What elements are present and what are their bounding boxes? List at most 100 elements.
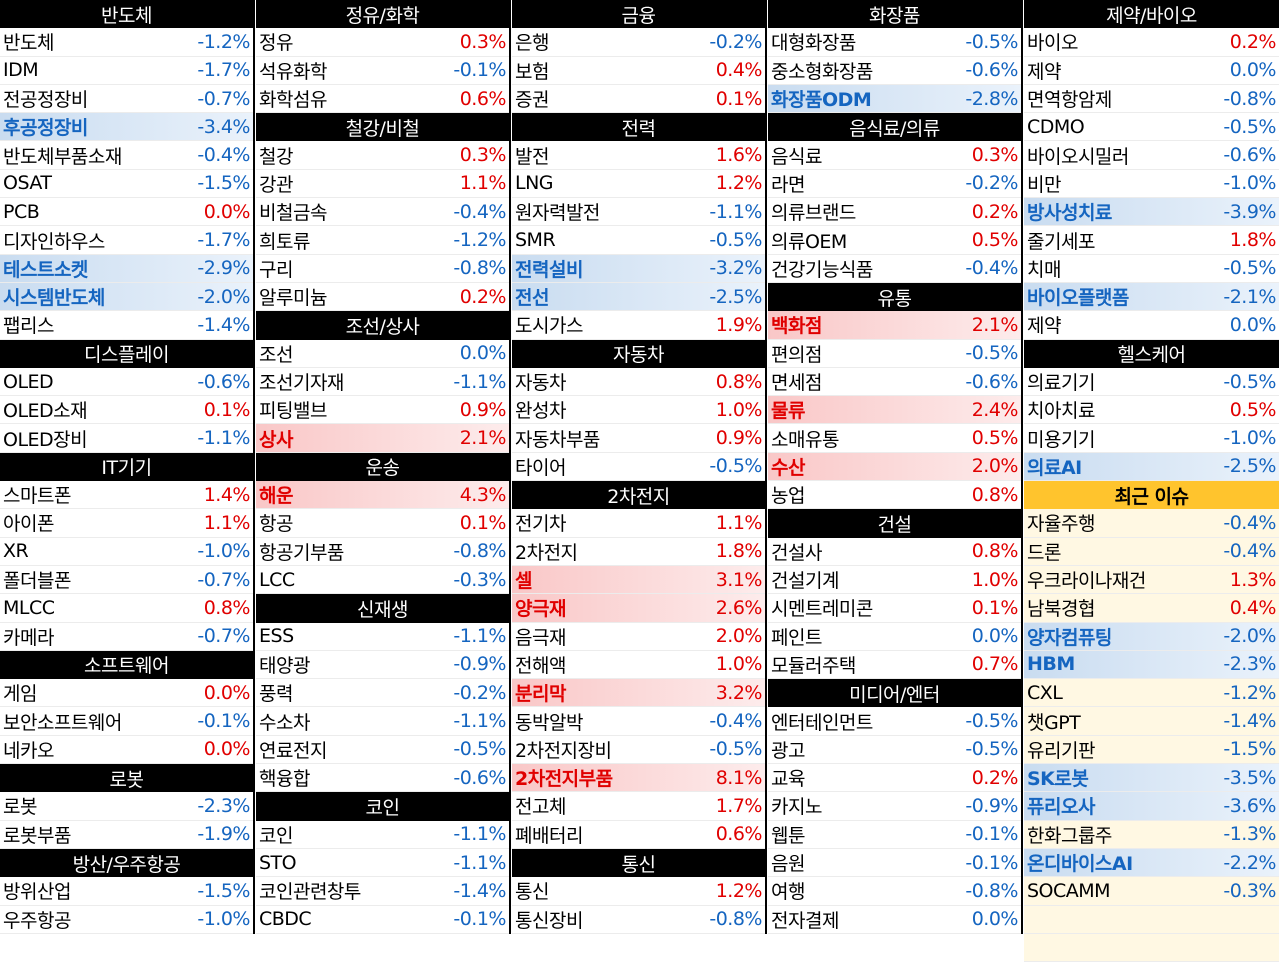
sector-row[interactable]: CBDC -0.1% (256, 906, 509, 934)
sector-row[interactable]: 철강 0.3% (256, 141, 509, 170)
sector-row[interactable]: 스마트폰 1.4% (0, 481, 253, 510)
sector-row[interactable]: 남북경협 0.4% (1024, 594, 1279, 623)
sector-row[interactable]: 방위산업 -1.5% (0, 877, 253, 906)
sector-row[interactable]: 원자력발전 -1.1% (512, 198, 765, 227)
sector-row[interactable]: 면역항암제 -0.8% (1024, 85, 1279, 114)
sector-row[interactable]: IDM -1.7% (0, 57, 253, 85)
sector-row[interactable]: 수산 2.0% (768, 452, 1021, 482)
sector-row[interactable]: 유리기판 -1.5% (1024, 735, 1279, 765)
sector-row[interactable]: 코인관련창투 -1.4% (256, 877, 509, 906)
sector-row[interactable]: 항공 0.1% (256, 509, 509, 538)
sector-row[interactable]: 폐배터리 0.6% (512, 821, 765, 849)
sector-row[interactable]: 석유화학 -0.1% (256, 57, 509, 85)
sector-row[interactable]: CDMO -0.5% (1024, 113, 1279, 142)
sector-row[interactable]: 백화점 2.1% (768, 311, 1021, 340)
sector-row[interactable]: 중소형화장품 -0.6% (768, 57, 1021, 85)
sector-row[interactable]: 분리막 3.2% (512, 679, 765, 708)
sector-row[interactable]: 핵융합 -0.6% (256, 764, 509, 793)
sector-row[interactable]: MLCC 0.8% (0, 594, 253, 623)
sector-row[interactable]: 한화그룹주 -1.3% (1024, 820, 1279, 849)
sector-row[interactable]: OLED -0.6% (0, 368, 253, 397)
sector-row[interactable]: 자동차 0.8% (512, 368, 765, 397)
sector-row[interactable]: 전해액 1.0% (512, 651, 765, 680)
sector-row[interactable]: 미용기기 -1.0% (1024, 424, 1279, 453)
sector-row[interactable]: 건설기계 1.0% (768, 566, 1021, 595)
sector-row[interactable]: PCB 0.0% (0, 198, 253, 227)
sector-row[interactable]: 모듈러주택 0.7% (768, 651, 1021, 680)
sector-row[interactable]: 로봇 -2.3% (0, 792, 253, 821)
sector-row[interactable]: 연료전지 -0.5% (256, 736, 509, 765)
sector-row[interactable]: 비만 -1.0% (1024, 170, 1279, 199)
sector-row[interactable]: 조선기자재 -1.1% (256, 368, 509, 397)
sector-row[interactable]: 건설사 0.8% (768, 538, 1021, 566)
sector-row[interactable]: 우주항공 -1.0% (0, 906, 253, 934)
sector-row[interactable]: 편의점 -0.5% (768, 340, 1021, 368)
sector-row[interactable]: 자동차부품 0.9% (512, 424, 765, 453)
sector-row[interactable]: 전기차 1.1% (512, 509, 765, 538)
sector-row[interactable]: OLED장비 -1.1% (0, 424, 253, 453)
sector-row[interactable]: 웹툰 -0.1% (768, 821, 1021, 849)
sector-row[interactable]: 카지노 -0.9% (768, 792, 1021, 821)
sector-row[interactable]: 여행 -0.8% (768, 877, 1021, 906)
sector-row[interactable]: 알루미늄 0.2% (256, 283, 509, 312)
sector-row[interactable]: 테스트소켓 -2.9% (0, 254, 253, 283)
sector-row[interactable]: 2차전지장비 -0.5% (512, 736, 765, 765)
sector-row[interactable]: 의료AI -2.5% (1024, 452, 1279, 482)
sector-row[interactable]: 드론 -0.4% (1024, 537, 1279, 566)
sector-row[interactable]: 반도체부품소재 -0.4% (0, 141, 253, 170)
sector-row[interactable]: 시멘트레미콘 0.1% (768, 594, 1021, 623)
sector-row[interactable]: 타이어 -0.5% (512, 453, 765, 482)
sector-row[interactable]: 광고 -0.5% (768, 736, 1021, 765)
sector-row[interactable]: 발전 1.6% (512, 141, 765, 170)
sector-row[interactable]: 제약 0.0% (1024, 311, 1279, 340)
sector-row[interactable]: 의료기기 -0.5% (1024, 368, 1279, 397)
sector-row[interactable]: ESS -1.1% (256, 623, 509, 651)
sector-row[interactable]: 통신장비 -0.8% (512, 906, 765, 934)
sector-row[interactable]: 폴더블폰 -0.7% (0, 566, 253, 595)
sector-row[interactable]: 의류브랜드 0.2% (768, 198, 1021, 227)
sector-row[interactable]: 디자인하우스 -1.7% (0, 226, 253, 255)
sector-row[interactable]: 교육 0.2% (768, 764, 1021, 793)
sector-row[interactable]: 코인 -1.1% (256, 821, 509, 849)
sector-row[interactable]: 피팅밸브 0.9% (256, 396, 509, 425)
sector-row[interactable]: 도시가스 1.9% (512, 311, 765, 340)
sector-row[interactable]: 보안소프트웨어 -0.1% (0, 707, 253, 736)
sector-row[interactable]: 비철금속 -0.4% (256, 198, 509, 227)
sector-row[interactable]: 정유 0.3% (256, 28, 509, 57)
sector-row[interactable]: 상사 2.1% (256, 424, 509, 453)
sector-row[interactable]: 2차전지부품 8.1% (512, 764, 765, 793)
sector-row[interactable]: 음극재 2.0% (512, 623, 765, 651)
sector-row[interactable]: 양극재 2.6% (512, 594, 765, 623)
sector-row[interactable]: 네카오 0.0% (0, 736, 253, 765)
sector-row[interactable]: OSAT -1.5% (0, 170, 253, 199)
sector-row[interactable]: 2차전지 1.8% (512, 538, 765, 566)
sector-row[interactable]: HBM -2.3% (1024, 650, 1279, 680)
sector-row[interactable]: 항공기부품 -0.8% (256, 538, 509, 566)
sector-row[interactable]: 동박알박 -0.4% (512, 707, 765, 736)
sector-row[interactable]: 아이폰 1.1% (0, 509, 253, 538)
sector-row[interactable]: 바이오 0.2% (1024, 28, 1279, 57)
sector-row[interactable]: 팹리스 -1.4% (0, 311, 253, 340)
sector-row[interactable]: CXL -1.2% (1024, 679, 1279, 708)
sector-row[interactable]: 물류 2.4% (768, 396, 1021, 425)
sector-row[interactable]: 구리 -0.8% (256, 255, 509, 283)
sector-row[interactable]: OLED소재 0.1% (0, 396, 253, 425)
sector-row[interactable]: 전공정장비 -0.7% (0, 85, 253, 114)
sector-row[interactable]: 후공정장비 -3.4% (0, 113, 253, 142)
sector-row[interactable]: 반도체 -1.2% (0, 28, 253, 57)
sector-row[interactable]: 엔터테인먼트 -0.5% (768, 707, 1021, 736)
sector-row[interactable]: 로봇부품 -1.9% (0, 821, 253, 849)
sector-row[interactable]: 전선 -2.5% (512, 282, 765, 312)
sector-row[interactable]: 치매 -0.5% (1024, 255, 1279, 283)
sector-row[interactable]: SK로봇 -3.5% (1024, 764, 1279, 793)
sector-row[interactable]: 온디바이스AI -2.2% (1024, 848, 1279, 878)
sector-row[interactable]: 소매유통 0.5% (768, 424, 1021, 453)
sector-row[interactable]: 셀 3.1% (512, 565, 765, 595)
sector-row[interactable]: LNG 1.2% (512, 170, 765, 199)
sector-row[interactable]: LCC -0.3% (256, 566, 509, 595)
sector-row[interactable]: 해운 4.3% (256, 481, 509, 510)
sector-row[interactable]: 의류OEM 0.5% (768, 226, 1021, 255)
sector-row[interactable]: 치아치료 0.5% (1024, 396, 1279, 425)
sector-row[interactable]: 면세점 -0.6% (768, 368, 1021, 397)
sector-row[interactable]: 게임 0.0% (0, 679, 253, 708)
